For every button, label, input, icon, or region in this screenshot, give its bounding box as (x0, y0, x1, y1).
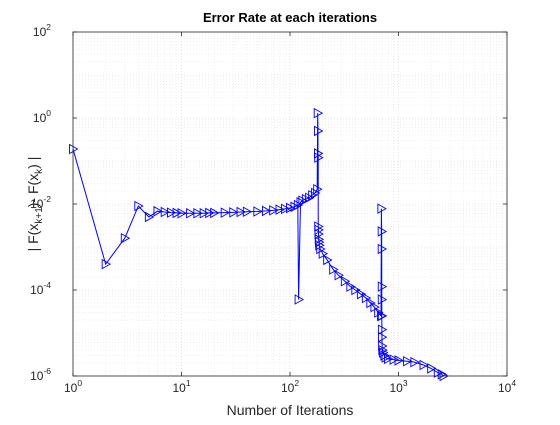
y-tick-label: 102 (33, 22, 51, 39)
data-point-marker (427, 363, 437, 374)
data-point-marker (269, 205, 279, 216)
data-point-marker (167, 207, 177, 218)
data-point-marker (242, 206, 253, 218)
data-point-marker (377, 281, 388, 292)
data-point-marker (120, 232, 131, 244)
x-tick-label: 100 (64, 378, 82, 395)
data-point-marker (69, 143, 79, 155)
data-point-marker (236, 206, 246, 218)
y-tick-label: 10-4 (30, 280, 51, 297)
data-point-marker (253, 206, 263, 217)
data-point-marker (220, 207, 231, 218)
data-point-marker (314, 125, 324, 137)
y-tick-label: 10-6 (30, 366, 51, 383)
y-axis-label-subscript: k (34, 168, 45, 174)
data-point-marker (311, 187, 321, 199)
data-point-marker (378, 331, 388, 343)
x-tick-label: 104 (498, 378, 516, 395)
data-point-marker (379, 347, 389, 358)
y-axis-label-part: | F(x (25, 224, 41, 252)
data-point-marker (410, 356, 420, 368)
x-tick-label: 101 (172, 378, 190, 395)
y-tick-label: 10-2 (30, 194, 51, 211)
data-point-marker (384, 353, 394, 365)
y-tick-label: 100 (33, 108, 51, 125)
data-point-marker (199, 207, 210, 219)
data-point-marker (313, 184, 323, 195)
data-point-marker (294, 294, 305, 305)
data-point-marker (144, 211, 155, 223)
data-point-marker (172, 207, 182, 219)
series-markers (69, 107, 449, 382)
data-point-marker (160, 206, 171, 218)
x-tick-label: 103 (389, 378, 407, 395)
data-point-marker (377, 243, 388, 255)
y-axis-label-subscript: k+1 (34, 207, 45, 224)
data-point-marker (403, 356, 413, 367)
data-point-marker (377, 324, 388, 335)
data-point-marker (177, 207, 187, 219)
data-point-marker (437, 368, 448, 380)
data-point-marker (193, 207, 203, 219)
data-point-marker (281, 203, 291, 215)
data-point-marker (377, 310, 388, 322)
y-axis-label-part: ) | (25, 157, 41, 169)
y-axis-label-part: )- F(x (25, 174, 41, 207)
data-point-marker (186, 207, 196, 219)
data-point-marker (377, 226, 388, 237)
chart-title: Error Rate at each iterations (203, 10, 377, 25)
data-point-marker (340, 275, 351, 287)
data-point-marker (351, 284, 361, 296)
data-point-marker (334, 270, 344, 281)
x-axis-label: Number of Iterations (227, 402, 354, 418)
data-point-marker (314, 152, 324, 163)
data-point-marker (261, 205, 272, 217)
data-point-marker (316, 243, 326, 255)
data-point-marker (377, 294, 388, 305)
data-point-marker (361, 292, 372, 304)
data-point-marker (308, 189, 318, 201)
data-point-marker (293, 199, 304, 211)
data-point-marker (296, 196, 306, 208)
data-point-marker (315, 239, 325, 251)
data-point-marker (419, 359, 429, 371)
data-point-marker (318, 248, 329, 259)
x-tick-label: 102 (281, 378, 299, 395)
y-axis-label: | F(xk+1)- F(xk) | (25, 157, 45, 252)
data-point-marker (286, 202, 296, 214)
data-point-marker (205, 207, 215, 219)
data-point-marker (329, 264, 339, 275)
data-point-marker (134, 200, 144, 212)
data-point-marker (210, 207, 220, 219)
data-point-marker (313, 107, 324, 119)
data-point-marker (389, 354, 399, 365)
data-point-marker (229, 207, 239, 218)
data-point-marker (394, 355, 404, 366)
data-point-marker (101, 258, 112, 270)
data-point-marker (356, 288, 367, 300)
grid (72, 32, 507, 377)
data-point-marker (346, 281, 356, 292)
data-point-marker (275, 204, 285, 215)
data-point-marker (314, 228, 324, 240)
data-point-marker (153, 205, 163, 217)
axis-ticks: 100 101 102 103 104 10-6 10-4 10-2 100 102 (30, 22, 516, 395)
data-point-marker (305, 192, 315, 203)
data-point-marker (377, 203, 387, 214)
data-point-marker (323, 254, 333, 266)
